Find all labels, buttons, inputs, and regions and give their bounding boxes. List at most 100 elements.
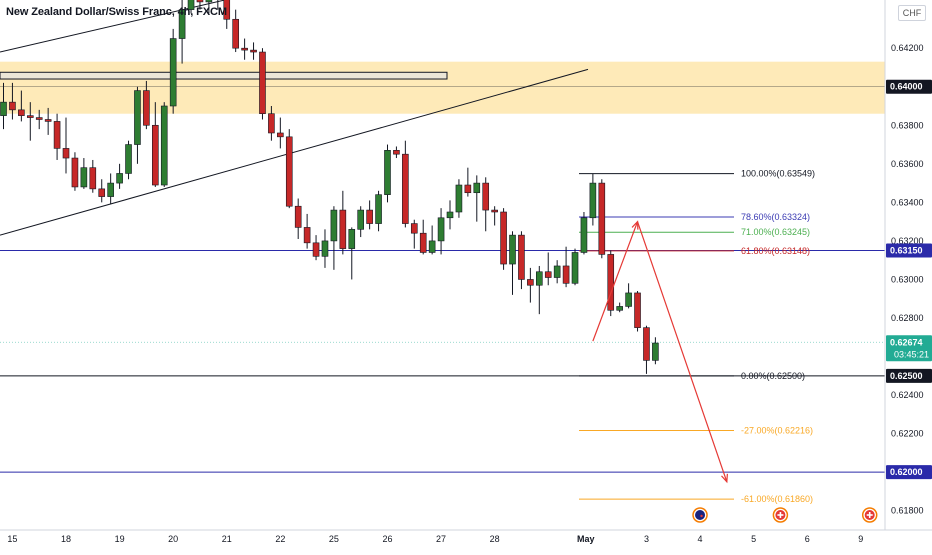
candle[interactable]	[321, 229, 329, 268]
price-0.63150-badge[interactable]	[886, 243, 932, 258]
candle[interactable]	[410, 219, 418, 249]
current-price-badge[interactable]	[886, 335, 932, 362]
candle[interactable]	[312, 235, 320, 261]
candle-body	[62, 148, 70, 159]
candle[interactable]	[500, 208, 507, 270]
candle[interactable]	[152, 102, 159, 187]
candle[interactable]	[169, 28, 177, 114]
projection-arrow[interactable]	[592, 221, 639, 342]
candle[interactable]	[277, 117, 284, 149]
candle[interactable]	[402, 140, 409, 228]
candle[interactable]	[589, 173, 597, 226]
candle[interactable]	[98, 179, 106, 203]
candle-body	[491, 209, 498, 213]
supply-zone[interactable]	[0, 61, 885, 114]
candle[interactable]	[53, 113, 61, 160]
candle[interactable]	[241, 38, 248, 60]
upper-trendline[interactable]	[0, 0, 283, 53]
candle[interactable]	[26, 102, 34, 141]
candle-body	[152, 124, 159, 186]
candle[interactable]	[259, 48, 266, 120]
candle[interactable]	[348, 227, 356, 280]
candle[interactable]	[419, 219, 427, 255]
candle[interactable]	[134, 86, 141, 164]
candle[interactable]	[268, 106, 275, 141]
candle[interactable]	[107, 173, 114, 205]
candle[interactable]	[634, 291, 641, 332]
candle[interactable]	[544, 252, 552, 286]
candle[interactable]	[357, 206, 365, 238]
candle[interactable]	[294, 198, 302, 239]
candle[interactable]	[71, 152, 79, 191]
candle[interactable]	[455, 179, 463, 218]
candle[interactable]	[473, 175, 481, 222]
candle[interactable]	[428, 225, 436, 255]
price-0.62500-badge[interactable]	[886, 368, 932, 383]
candle[interactable]	[625, 283, 632, 309]
candle[interactable]	[18, 90, 25, 122]
candle[interactable]	[571, 248, 579, 286]
candle[interactable]	[205, 0, 213, 14]
candle[interactable]	[527, 267, 534, 303]
candle[interactable]	[143, 80, 150, 130]
candle[interactable]	[215, 0, 221, 10]
currency-badge[interactable]: CHF	[898, 5, 926, 21]
candle[interactable]	[160, 102, 168, 187]
candle[interactable]	[125, 140, 132, 180]
projection-arrow[interactable]	[636, 221, 728, 483]
candle[interactable]	[196, 0, 204, 10]
candle[interactable]	[375, 190, 382, 232]
candle[interactable]	[44, 107, 52, 135]
candle[interactable]	[562, 246, 570, 288]
candle[interactable]	[580, 212, 588, 255]
nz-flag-icon[interactable]	[692, 507, 708, 523]
candle[interactable]	[553, 260, 561, 284]
candle[interactable]	[187, 0, 195, 14]
candle[interactable]	[535, 265, 543, 315]
candle[interactable]	[250, 42, 257, 60]
range-rectangle[interactable]	[0, 71, 448, 80]
candle[interactable]	[518, 231, 525, 290]
plot-area[interactable]	[0, 0, 885, 530]
candle[interactable]	[339, 190, 347, 255]
candle[interactable]	[393, 146, 400, 159]
candle[interactable]	[285, 129, 293, 209]
candle[interactable]	[437, 208, 445, 255]
candle[interactable]	[330, 206, 338, 270]
candle[interactable]	[652, 337, 659, 365]
candle-body	[339, 209, 347, 249]
candle[interactable]	[223, 0, 231, 29]
time-tick-label: 6	[805, 534, 810, 544]
candle[interactable]	[384, 144, 391, 203]
candle[interactable]	[491, 206, 498, 226]
price-0.62000-badge[interactable]	[886, 465, 932, 480]
lower-trendline[interactable]	[0, 68, 589, 236]
candle[interactable]	[89, 159, 97, 193]
candle[interactable]	[303, 213, 311, 249]
candle[interactable]	[232, 9, 239, 53]
candle[interactable]	[509, 231, 516, 295]
candle[interactable]	[9, 82, 16, 120]
candle[interactable]	[178, 0, 186, 64]
candle[interactable]	[616, 302, 623, 313]
candle[interactable]	[446, 200, 454, 230]
candle[interactable]	[643, 325, 650, 374]
candle[interactable]	[116, 163, 123, 189]
candle[interactable]	[598, 179, 606, 259]
candle[interactable]	[80, 158, 88, 189]
candle-body	[535, 271, 543, 286]
time-tick-label: May	[577, 534, 595, 544]
candle[interactable]	[366, 200, 373, 230]
candle[interactable]	[35, 109, 43, 130]
price-0.64000-badge[interactable]	[886, 79, 932, 94]
candle[interactable]	[464, 167, 472, 197]
time-tick-label: 28	[490, 534, 500, 544]
ch-flag-icon[interactable]	[772, 507, 789, 523]
candle[interactable]	[482, 177, 490, 232]
candle[interactable]	[0, 82, 7, 130]
ch-flag-icon[interactable]	[861, 507, 878, 523]
candle[interactable]	[62, 117, 70, 174]
candle[interactable]	[607, 250, 615, 317]
